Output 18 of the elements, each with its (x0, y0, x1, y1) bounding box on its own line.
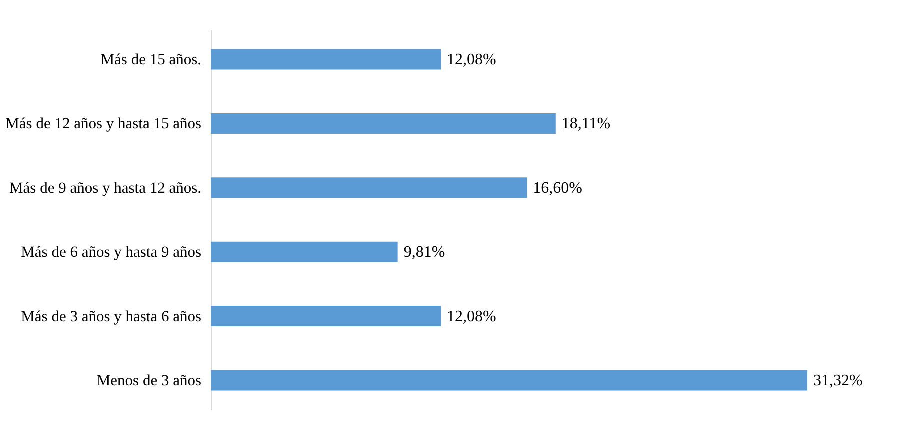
y-tick-label: Más de 6 años y hasta 9 años (21, 244, 202, 262)
bar (211, 242, 398, 262)
bar (211, 178, 528, 198)
data-label: 31,32% (813, 372, 863, 390)
y-tick-label: Más de 3 años y hasta 6 años (21, 308, 202, 326)
y-tick-label: Más de 12 años y hasta 15 años (6, 116, 202, 133)
data-label: 16,60% (533, 180, 582, 197)
bar (211, 370, 808, 391)
y-tick-label: Menos de 3 años (96, 372, 202, 390)
data-label: 18,11% (562, 116, 611, 133)
bar (211, 306, 442, 327)
y-tick-label: Más de 9 años y hasta 12 años. (10, 180, 202, 197)
y-tick-label: Más de 15 años. (100, 52, 202, 69)
bar (211, 113, 556, 134)
bar (211, 49, 442, 70)
data-label: 12,08% (447, 308, 496, 326)
data-label: 9,81% (404, 244, 446, 262)
data-label: 12,08% (447, 52, 496, 69)
